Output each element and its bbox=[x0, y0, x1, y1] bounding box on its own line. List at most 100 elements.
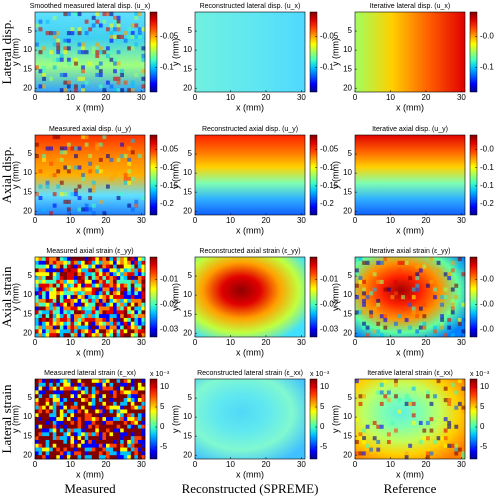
heatmap-texture bbox=[49, 161, 54, 166]
heatmap-texture bbox=[109, 409, 114, 414]
heatmap-texture bbox=[98, 428, 103, 433]
heatmap-texture bbox=[74, 188, 78, 193]
heatmap-texture bbox=[116, 23, 121, 28]
panel: Reconstructed lateral disp. (u_x)0 10 20 30… bbox=[170, 3, 338, 113]
heatmap-texture bbox=[390, 295, 395, 300]
heatmap-texture bbox=[440, 325, 445, 330]
heatmap-texture bbox=[52, 317, 57, 323]
heatmap-texture bbox=[98, 46, 103, 51]
heatmap-texture bbox=[98, 424, 103, 429]
heatmap-texture bbox=[105, 46, 110, 51]
heatmap-texture bbox=[38, 451, 43, 456]
heatmap-texture bbox=[113, 257, 117, 262]
colorbar bbox=[309, 134, 318, 216]
heatmap-texture bbox=[123, 173, 128, 178]
heatmap-texture bbox=[113, 161, 117, 166]
heatmap-texture bbox=[95, 401, 100, 406]
heatmap-texture bbox=[52, 413, 57, 418]
heatmap-texture bbox=[116, 61, 121, 66]
heatmap-texture bbox=[123, 436, 128, 441]
heatmap-texture bbox=[127, 260, 132, 265]
heatmap-texture bbox=[397, 398, 402, 403]
heatmap-texture bbox=[70, 268, 75, 273]
heatmap-texture bbox=[52, 287, 57, 292]
heatmap-texture bbox=[35, 276, 39, 281]
heatmap-texture bbox=[123, 382, 128, 387]
heatmap-texture bbox=[56, 50, 61, 55]
heatmap-texture bbox=[376, 439, 381, 445]
heatmap-texture bbox=[42, 298, 46, 304]
heatmap-texture bbox=[42, 310, 46, 315]
heatmap-texture bbox=[362, 279, 366, 284]
heatmap-texture bbox=[52, 15, 57, 20]
heatmap-texture bbox=[137, 436, 142, 441]
heatmap-texture bbox=[88, 287, 93, 292]
heatmap-texture bbox=[63, 436, 68, 441]
heatmap-texture bbox=[369, 314, 374, 319]
heatmap-texture bbox=[358, 432, 363, 437]
heatmap-texture bbox=[362, 287, 366, 292]
heatmap-texture bbox=[35, 447, 39, 452]
heatmap-texture bbox=[137, 317, 142, 323]
heatmap-texture bbox=[127, 310, 132, 315]
heatmap-texture bbox=[127, 439, 132, 445]
heatmap-texture bbox=[436, 379, 441, 384]
heatmap-texture bbox=[45, 325, 50, 330]
x-tick-label: 10 bbox=[226, 216, 235, 225]
heatmap-texture bbox=[91, 424, 96, 429]
heatmap-texture bbox=[123, 295, 128, 300]
y-tick-label: 5 bbox=[188, 26, 193, 35]
heatmap-texture bbox=[84, 455, 89, 460]
heatmap-texture bbox=[35, 142, 39, 147]
heatmap-texture bbox=[59, 317, 64, 323]
heatmap-texture bbox=[454, 443, 459, 448]
y-axis-label: y (mm) bbox=[330, 405, 340, 433]
heatmap-texture bbox=[42, 443, 46, 448]
heatmap-texture bbox=[411, 306, 416, 311]
heatmap-texture bbox=[134, 420, 139, 426]
heatmap-texture bbox=[59, 88, 64, 93]
heatmap-texture bbox=[59, 333, 64, 338]
heatmap-texture bbox=[116, 268, 121, 273]
heatmap-texture bbox=[102, 413, 107, 418]
heatmap-texture bbox=[116, 417, 121, 422]
heatmap-texture bbox=[415, 287, 420, 292]
heatmap-texture bbox=[49, 31, 54, 36]
heatmap-texture bbox=[123, 276, 128, 281]
heatmap-texture bbox=[84, 295, 89, 300]
heatmap-texture bbox=[49, 298, 54, 304]
heatmap-texture bbox=[376, 321, 381, 326]
heatmap-texture bbox=[116, 260, 121, 265]
heatmap-texture bbox=[141, 409, 146, 414]
heatmap-texture bbox=[84, 135, 89, 140]
heatmap-texture bbox=[376, 260, 381, 265]
heatmap-texture bbox=[123, 451, 128, 456]
heatmap-texture bbox=[127, 291, 132, 296]
heatmap-texture bbox=[38, 298, 43, 304]
heatmap-texture bbox=[38, 417, 43, 422]
heatmap-texture bbox=[84, 405, 89, 410]
heatmap-texture bbox=[74, 321, 78, 326]
heatmap-texture bbox=[88, 321, 93, 326]
heatmap-texture bbox=[52, 272, 57, 277]
heatmap-texture bbox=[38, 420, 43, 426]
heatmap-texture bbox=[63, 50, 68, 55]
heatmap-texture bbox=[63, 146, 68, 151]
heatmap-texture bbox=[63, 310, 68, 315]
heatmap-texture bbox=[116, 439, 121, 445]
heatmap-texture bbox=[120, 455, 125, 460]
heatmap-texture bbox=[77, 379, 82, 384]
heatmap-texture bbox=[70, 146, 75, 151]
heatmap-texture bbox=[123, 409, 128, 414]
heatmap-texture bbox=[127, 88, 132, 93]
heatmap-texture bbox=[130, 306, 135, 311]
heatmap-texture bbox=[461, 409, 466, 414]
heatmap-texture bbox=[98, 379, 103, 384]
heatmap-texture bbox=[120, 398, 125, 403]
heatmap-texture bbox=[102, 428, 107, 433]
heatmap-texture bbox=[35, 451, 39, 456]
heatmap-texture bbox=[447, 321, 452, 326]
heatmap-texture bbox=[63, 321, 68, 326]
heatmap-image bbox=[355, 12, 465, 92]
heatmap-texture bbox=[52, 306, 57, 311]
